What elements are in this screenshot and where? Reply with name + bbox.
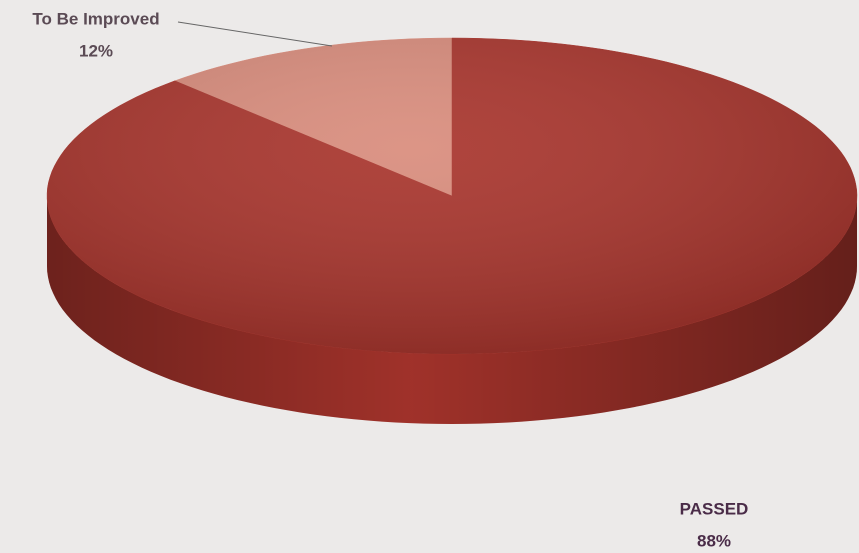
slice-label: PASSED xyxy=(680,499,749,518)
leader-line xyxy=(177,21,333,47)
slice-value-label: 88% xyxy=(697,531,731,550)
slice-side-shade xyxy=(47,196,857,424)
slice-value-label: 12% xyxy=(79,41,113,60)
pie xyxy=(46,37,858,424)
slice-label: To Be Improved xyxy=(32,9,159,28)
slice xyxy=(46,37,858,355)
